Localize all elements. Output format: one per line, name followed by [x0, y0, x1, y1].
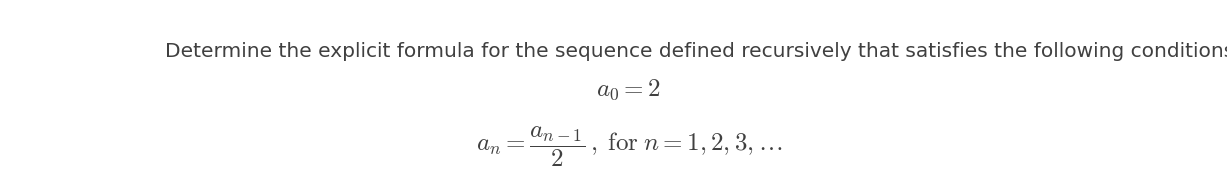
- Text: $a_n = \dfrac{a_{n-1}}{2}\,, \;\mathrm{for}\; n = 1,2,3,\ldots$: $a_n = \dfrac{a_{n-1}}{2}\,, \;\mathrm{f…: [476, 125, 782, 169]
- Text: Determine the explicit formula for the sequence defined recursively that satisfi: Determine the explicit formula for the s…: [164, 42, 1227, 61]
- Text: $a_0 = 2$: $a_0 = 2$: [596, 78, 661, 102]
